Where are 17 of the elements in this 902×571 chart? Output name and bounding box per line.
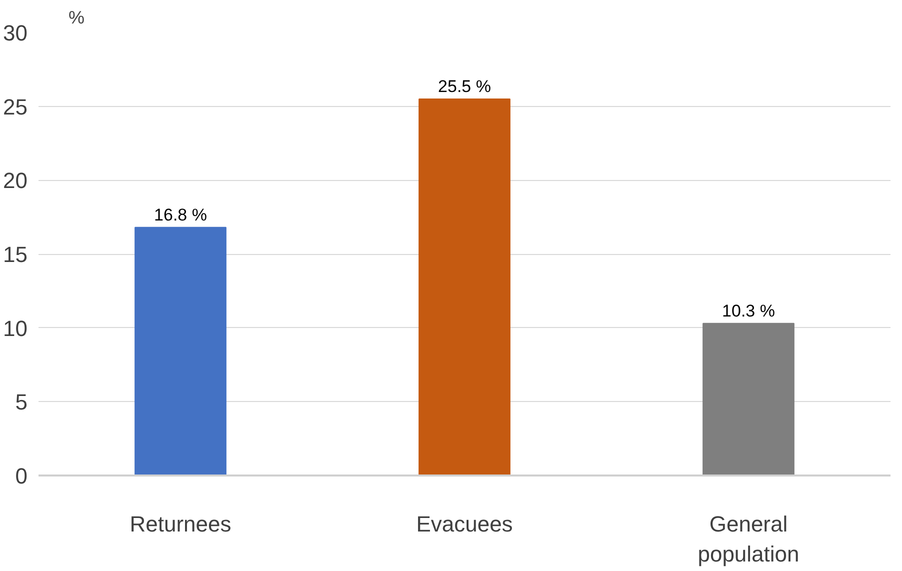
y-tick-label: 15	[3, 242, 28, 267]
x-tick-label: Returnees	[130, 512, 232, 536]
y-axis-title: %	[68, 8, 85, 28]
x-tick-label: General population	[698, 512, 800, 566]
data-label: 16.8 %	[154, 205, 207, 224]
y-tick-label: 0	[15, 464, 28, 488]
bar	[134, 226, 226, 476]
bar	[702, 322, 794, 476]
data-label: 25.5 %	[438, 76, 491, 96]
y-tick-label: 5	[15, 390, 28, 415]
y-tick-label: 20	[3, 168, 28, 194]
bar	[418, 98, 510, 476]
y-tick-label: 25	[3, 94, 28, 120]
data-label: 10.3 %	[722, 301, 775, 320]
y-tick-label: 30	[3, 20, 28, 46]
x-tick-label: Evacuees	[416, 512, 513, 536]
y-tick-label: 10	[3, 316, 28, 341]
